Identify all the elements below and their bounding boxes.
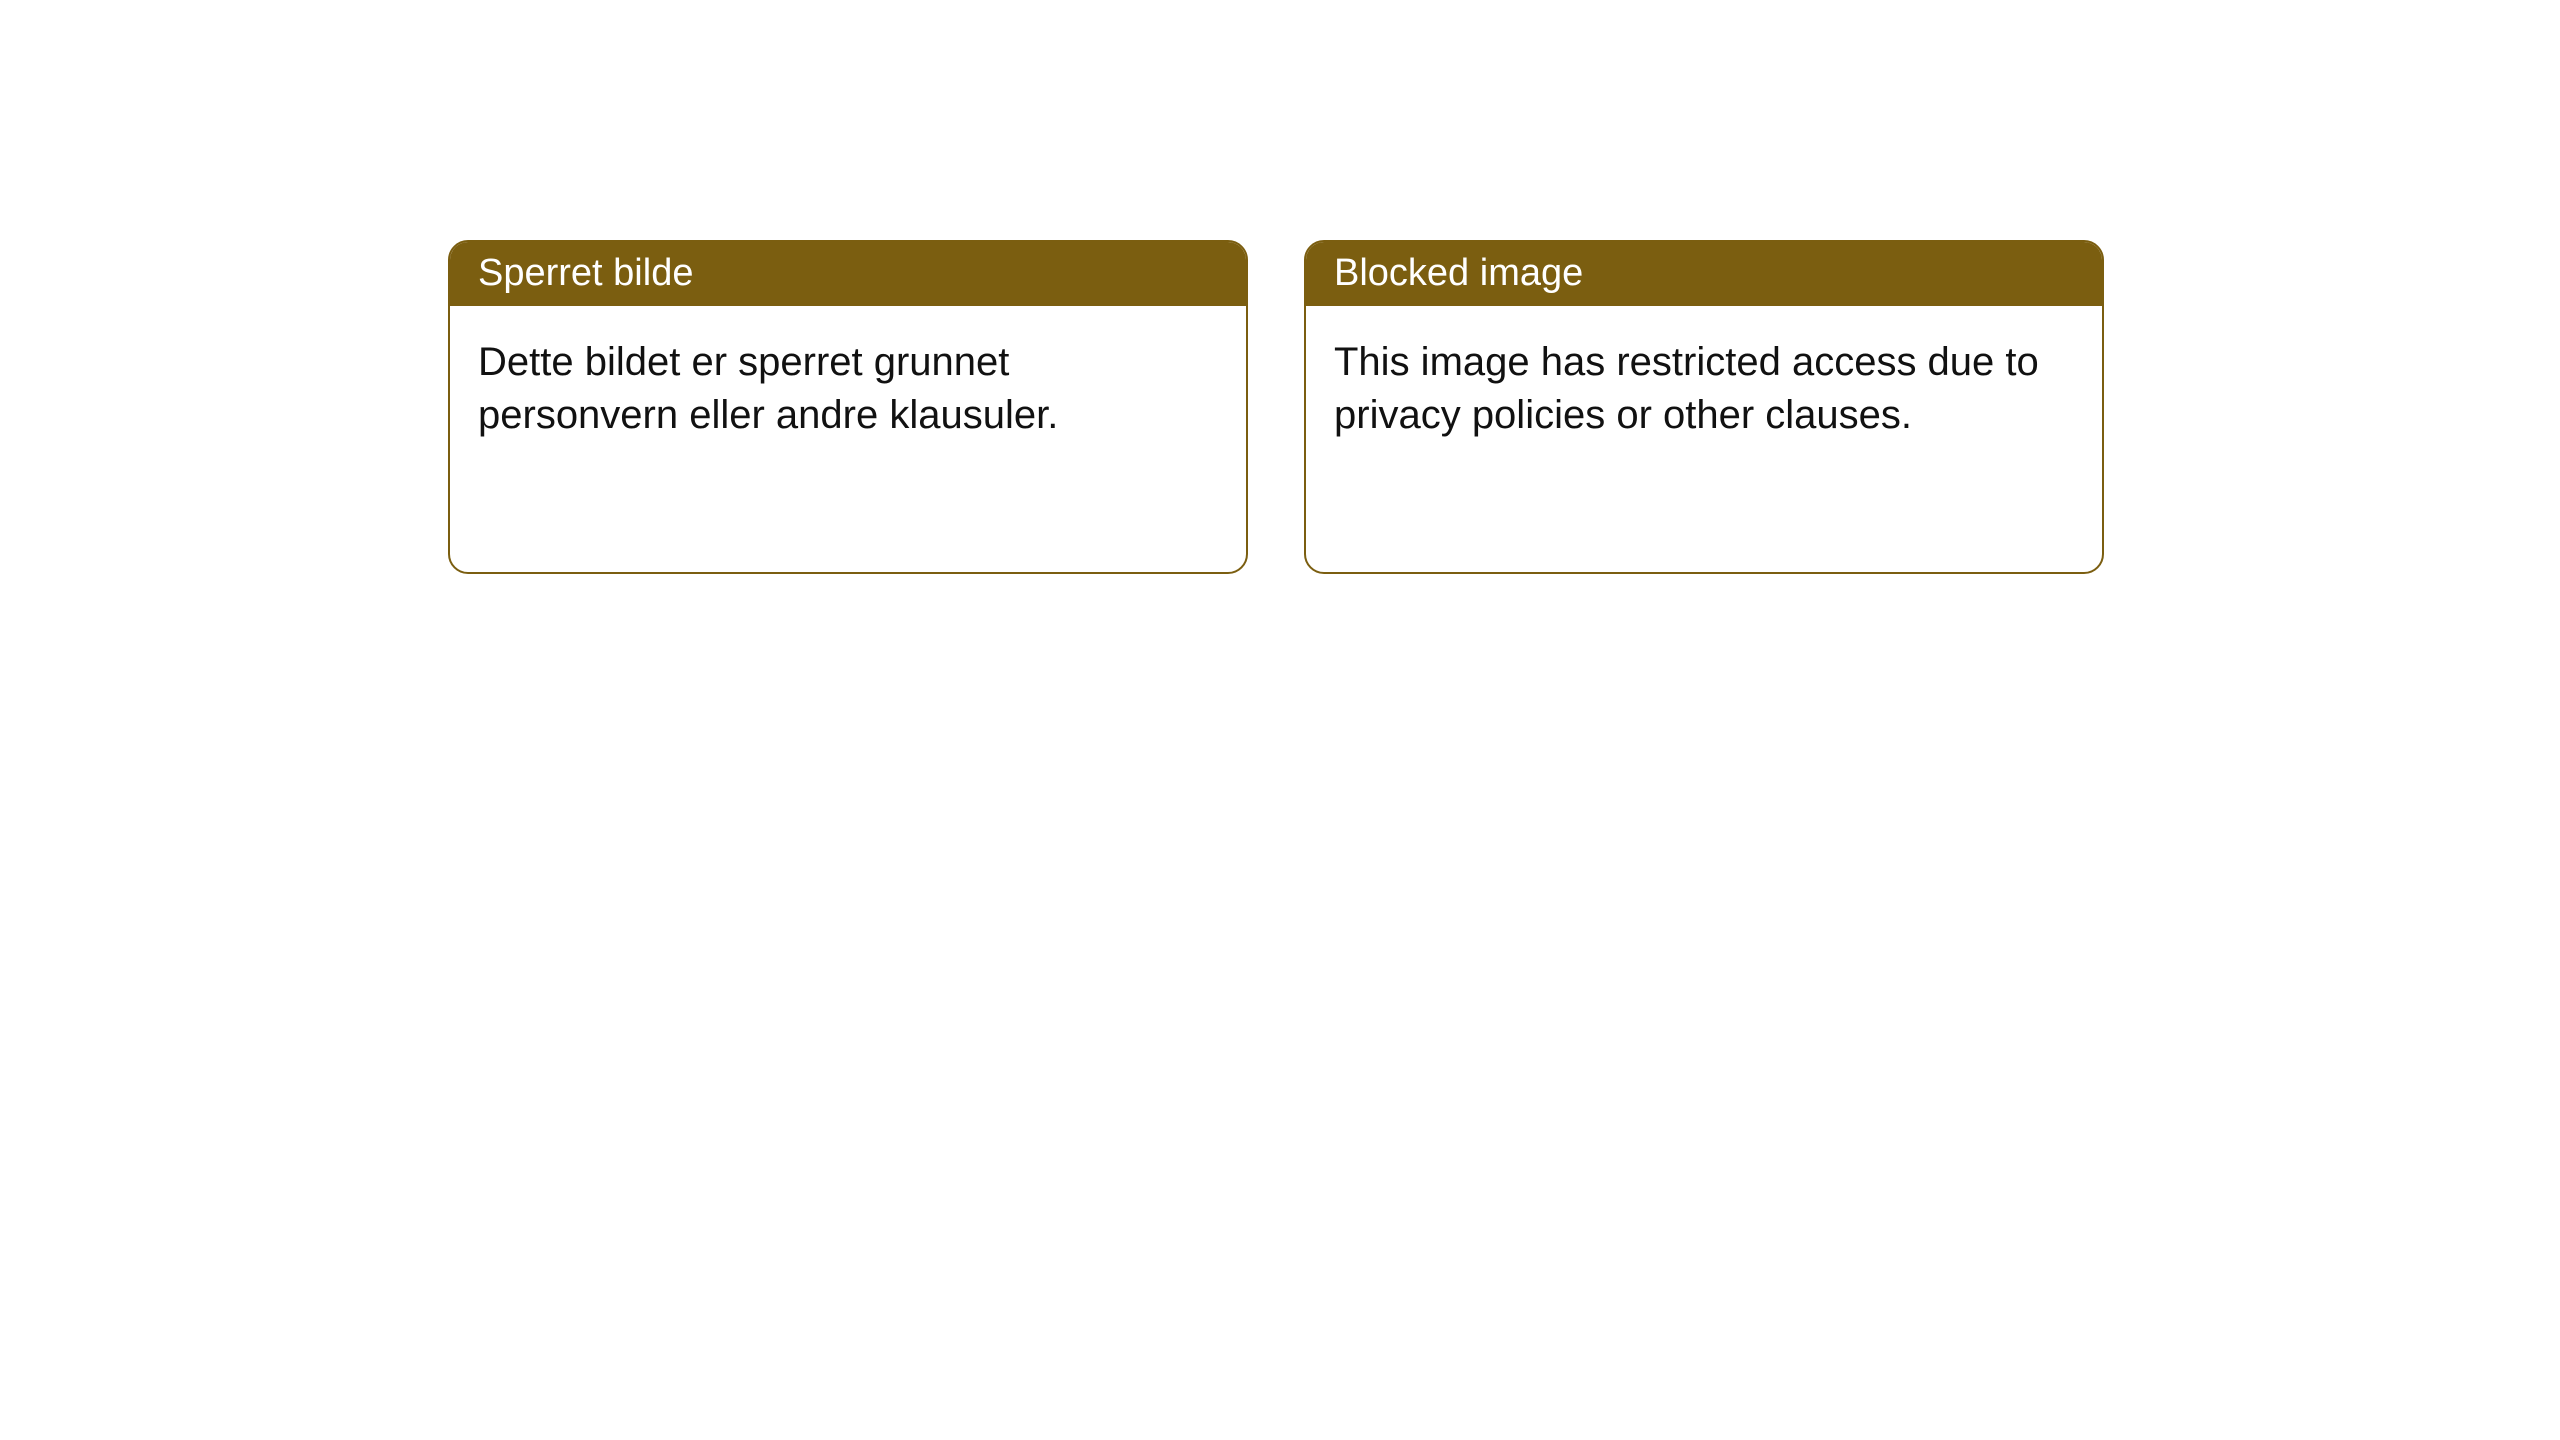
page-root: Sperret bilde Dette bildet er sperret gr… <box>0 0 2560 1440</box>
notice-cards-row: Sperret bilde Dette bildet er sperret gr… <box>448 240 2104 574</box>
notice-card-norwegian: Sperret bilde Dette bildet er sperret gr… <box>448 240 1248 574</box>
notice-card-body: Dette bildet er sperret grunnet personve… <box>450 306 1246 442</box>
notice-card-header: Sperret bilde <box>450 242 1246 306</box>
notice-card-english: Blocked image This image has restricted … <box>1304 240 2104 574</box>
notice-card-header: Blocked image <box>1306 242 2102 306</box>
notice-card-body: This image has restricted access due to … <box>1306 306 2102 442</box>
